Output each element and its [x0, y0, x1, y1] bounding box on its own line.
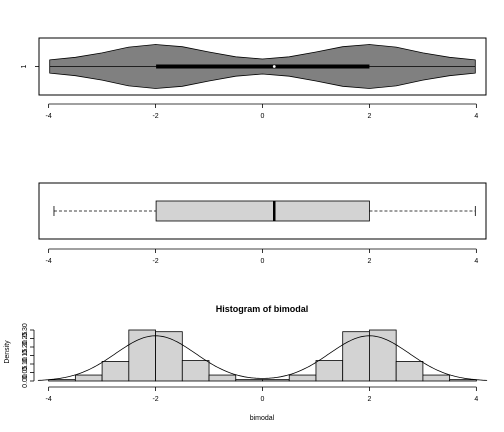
x-tick-label: 4: [474, 396, 478, 403]
y-tick-label: 0.05: [22, 366, 29, 380]
violin-y-axis: 1: [21, 64, 39, 68]
histogram-y-label: Density: [4, 340, 11, 364]
boxplot-frame: [38, 182, 487, 240]
violin-panel: -4 -2 0 2 4 1: [21, 37, 487, 120]
x-tick-label: -2: [152, 396, 158, 403]
x-tick-label: 0: [261, 258, 265, 265]
histogram-bar: [155, 331, 183, 382]
histogram-x-label: bimodal: [250, 415, 275, 422]
histogram-bar: [235, 379, 263, 382]
histogram-bar: [101, 361, 130, 382]
boxplot-x-axis: -4 -2 0 2 4: [46, 248, 478, 265]
histogram-bar: [369, 329, 397, 382]
x-tick-label: 4: [474, 258, 478, 265]
y-tick-label: 0.15: [22, 349, 29, 363]
density-curve: [37, 335, 488, 381]
x-tick-label: 2: [367, 258, 371, 265]
histogram-y-axis: 0.000.050.100.150.200.250.30: [22, 323, 35, 388]
y-tick-label: 0.00: [22, 374, 29, 388]
violin-median-point: [272, 65, 276, 68]
histogram-bar: [315, 360, 344, 382]
histogram-bar: [262, 379, 290, 382]
x-tick-label: 2: [367, 396, 371, 403]
x-tick-label: -2: [152, 113, 158, 120]
histogram-panel: Histogram of bimodal -4 -2 0 2 4 0.000.050.1…: [4, 304, 488, 422]
histogram-title: Histogram of bimodal: [216, 304, 309, 314]
histogram-bar: [395, 361, 424, 382]
histogram-bar: [422, 374, 451, 382]
y-tick-label: 0.10: [22, 357, 29, 371]
boxplot-marks: [53, 200, 476, 222]
histogram-bar: [449, 379, 477, 382]
y-tick-label: 0.25: [22, 332, 29, 346]
x-tick-label: -4: [46, 258, 52, 265]
histogram-bar: [181, 360, 210, 382]
x-tick-label: 2: [367, 113, 371, 120]
x-tick-label: 0: [261, 113, 265, 120]
x-tick-label: 4: [474, 113, 478, 120]
histogram-bar: [74, 374, 103, 382]
histogram-bar: [342, 331, 370, 382]
boxplot-panel: -4 -2 0 2 4: [38, 182, 487, 265]
x-tick-label: -4: [46, 113, 52, 120]
histogram-bars: [48, 329, 477, 382]
y-tick-label: 0.30: [22, 323, 29, 337]
x-tick-label: -4: [46, 396, 52, 403]
x-tick-label: -2: [152, 258, 158, 265]
y-tick-label: 0.20: [22, 340, 29, 354]
violin-x-axis: -4 -2 0 2 4: [46, 103, 478, 120]
histogram-x-axis: -4 -2 0 2 4: [46, 386, 478, 403]
violin-marks: [49, 44, 476, 89]
histogram-bar: [208, 374, 237, 382]
histogram-bar: [48, 379, 76, 382]
histogram-bar: [288, 374, 317, 382]
y-tick-label: 1: [21, 64, 28, 68]
box-iqr: [155, 200, 370, 222]
histogram-bar: [128, 329, 156, 382]
x-tick-label: 0: [261, 396, 265, 403]
